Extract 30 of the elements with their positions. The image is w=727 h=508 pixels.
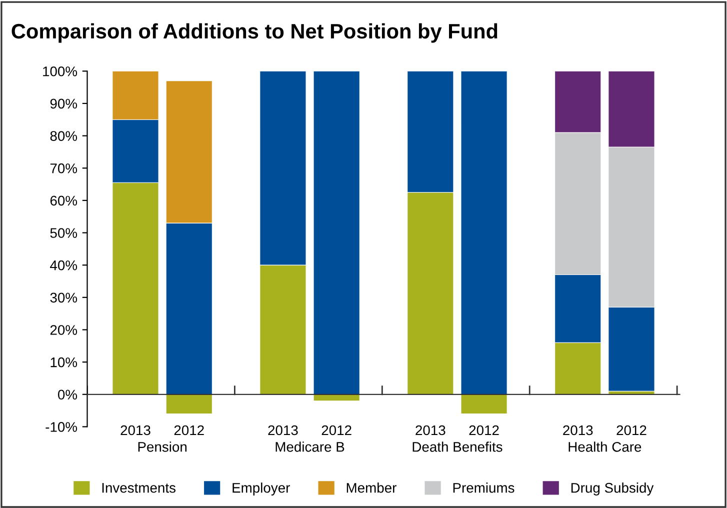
y-tick-label: 100% — [43, 66, 78, 76]
x-tick-label: 2012 — [174, 425, 204, 436]
y-tick-label: 20% — [50, 325, 78, 335]
legend-label: Premiums — [453, 482, 514, 493]
text: Death Benefits — [412, 442, 502, 452]
legend-label: Investments — [102, 483, 176, 493]
x-tick-label: 2012 — [469, 425, 499, 436]
y-tick-label: 70% — [50, 163, 78, 174]
chart-title: Comparison of Additions to Net Position by Fund — [12, 23, 498, 43]
y-tick-label: -10% — [46, 422, 78, 432]
legend-label: Member — [346, 482, 396, 493]
text: Medicare B — [276, 442, 344, 452]
x-tick-label: 2013 — [120, 425, 150, 436]
y-tick-label: 90% — [50, 98, 78, 109]
x-tick-label: 2013 — [416, 425, 446, 436]
legend-label: Drug Subsidy — [571, 482, 654, 496]
x-tick-label: 2012 — [616, 425, 646, 436]
x-tick-label: 2013 — [563, 425, 593, 436]
x-tick-label: 2012 — [322, 425, 352, 436]
y-tick-label: 40% — [50, 260, 78, 270]
y-tick-label: 50% — [50, 228, 78, 238]
y-tick-label: 10% — [50, 357, 78, 368]
x-tick-label: 2013 — [268, 425, 298, 436]
text: Health Care — [568, 442, 642, 452]
y-tick-label: 0% — [58, 390, 78, 400]
legend-label: Employer — [232, 482, 290, 496]
y-tick-label: 60% — [50, 196, 78, 206]
y-tick-label: 30% — [50, 292, 78, 303]
y-tick-label: 80% — [50, 131, 78, 141]
text: Pension — [138, 442, 187, 452]
